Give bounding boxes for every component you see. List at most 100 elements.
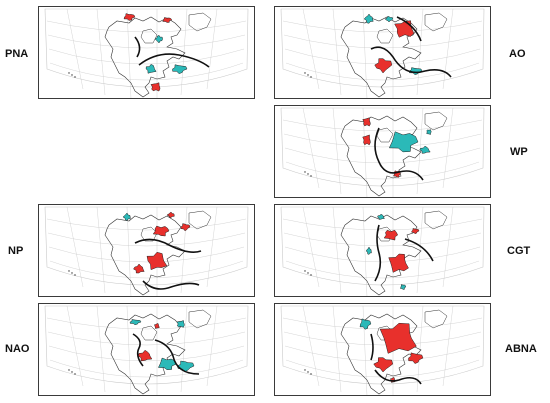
hawaii-island — [71, 272, 73, 274]
graticule-parallel — [47, 331, 246, 346]
graticule-parallel — [285, 260, 480, 279]
north-america-coastline — [104, 214, 186, 296]
zero-contour-line — [142, 280, 200, 290]
graticule-meridian — [416, 107, 424, 195]
hawaii-island — [310, 274, 312, 276]
negative-anomaly — [377, 213, 385, 220]
graticule-parallel — [282, 119, 483, 132]
graticule-meridian — [442, 8, 454, 90]
hudson-bay-coastline — [376, 28, 394, 44]
north-america-coastline — [340, 115, 422, 197]
graticule-parallel — [283, 232, 482, 247]
positive-anomaly — [166, 211, 175, 218]
label-nao: NAO — [5, 343, 30, 355]
graticule-parallel — [48, 48, 245, 65]
graticule-meridian — [302, 206, 320, 288]
greenland-coastline — [424, 210, 448, 230]
negative-anomaly — [158, 357, 177, 370]
greenland-coastline — [424, 12, 448, 32]
hawaii-island — [304, 72, 306, 74]
graticule-meridian — [96, 206, 106, 294]
positive-anomaly — [146, 251, 168, 271]
graticule-meridian — [442, 305, 454, 387]
positive-anomaly — [388, 253, 409, 273]
map-pna — [44, 8, 249, 98]
zero-contour-line — [138, 53, 210, 68]
hawaii-island — [310, 175, 312, 177]
hawaii-island — [74, 373, 76, 375]
negative-anomaly — [365, 246, 372, 255]
negative-anomaly — [154, 34, 163, 44]
negative-anomaly — [172, 64, 188, 74]
positive-anomaly — [133, 263, 145, 274]
hudson-bay-coastline — [140, 28, 158, 44]
map-panel-cgt — [274, 204, 491, 297]
positive-anomaly — [362, 134, 371, 146]
graticule-parallel — [48, 246, 245, 263]
map-np — [44, 206, 249, 296]
positive-anomaly — [123, 13, 136, 21]
hawaii-island — [310, 76, 312, 78]
hawaii-island — [304, 369, 306, 371]
zero-contour-line — [374, 127, 424, 181]
map-cgt — [280, 206, 485, 296]
hawaii-island — [304, 270, 306, 272]
hawaii-island — [74, 274, 76, 276]
negative-anomaly — [176, 320, 185, 328]
graticule-meridian — [416, 305, 424, 393]
negative-anomaly — [419, 145, 431, 154]
graticule-parallel — [46, 317, 247, 330]
zero-contour-line — [370, 46, 452, 78]
zero-contour-line — [374, 224, 382, 282]
zero-contour-line — [134, 36, 141, 58]
greenland-coastline — [424, 111, 448, 131]
graticule-parallel — [284, 147, 481, 164]
hawaii-island — [304, 171, 306, 173]
negative-anomaly — [129, 319, 142, 326]
graticule-parallel — [283, 331, 482, 346]
positive-anomaly — [383, 229, 399, 241]
graticule-parallel — [285, 161, 480, 180]
graticule-meridian — [180, 305, 188, 393]
negative-anomaly — [384, 16, 394, 23]
graticule-meridian — [206, 206, 218, 288]
negative-anomaly — [426, 129, 432, 135]
zero-contour-line — [154, 339, 200, 375]
label-ao: AO — [509, 48, 526, 60]
negative-anomaly — [145, 63, 157, 74]
map-wp — [280, 107, 485, 197]
north-america-coastline — [104, 16, 186, 98]
graticule-meridian — [180, 8, 188, 96]
map-ao — [280, 8, 485, 98]
negative-anomaly — [388, 131, 419, 153]
graticule-meridian — [96, 305, 106, 393]
graticule-meridian — [332, 8, 342, 96]
graticule-meridian — [332, 305, 342, 393]
graticule-meridian — [180, 206, 188, 294]
hawaii-island — [307, 173, 309, 175]
graticule-meridian — [416, 206, 424, 294]
graticule-parallel — [46, 218, 247, 231]
zero-contour-line — [404, 238, 434, 262]
hawaii-island — [68, 369, 70, 371]
positive-anomaly — [154, 323, 160, 329]
graticule-meridian — [442, 206, 454, 288]
label-pna: PNA — [5, 48, 29, 60]
negative-anomaly — [359, 318, 372, 330]
graticule-parallel — [284, 246, 481, 263]
graticule-meridian — [302, 107, 320, 189]
graticule-parallel — [49, 62, 244, 81]
hawaii-island — [71, 371, 73, 373]
graticule-parallel — [49, 260, 244, 279]
positive-anomaly — [373, 357, 394, 373]
graticule-meridian — [126, 8, 132, 98]
negative-anomaly — [122, 212, 131, 222]
zero-contour-line — [374, 369, 422, 385]
map-panel-nao — [38, 303, 255, 396]
map-panel-abna — [274, 303, 491, 396]
zero-contour-line — [396, 16, 422, 42]
negative-anomaly — [400, 284, 407, 290]
greenland-coastline — [424, 309, 448, 329]
graticule-parallel — [47, 34, 246, 49]
map-panel-pna — [38, 6, 255, 99]
